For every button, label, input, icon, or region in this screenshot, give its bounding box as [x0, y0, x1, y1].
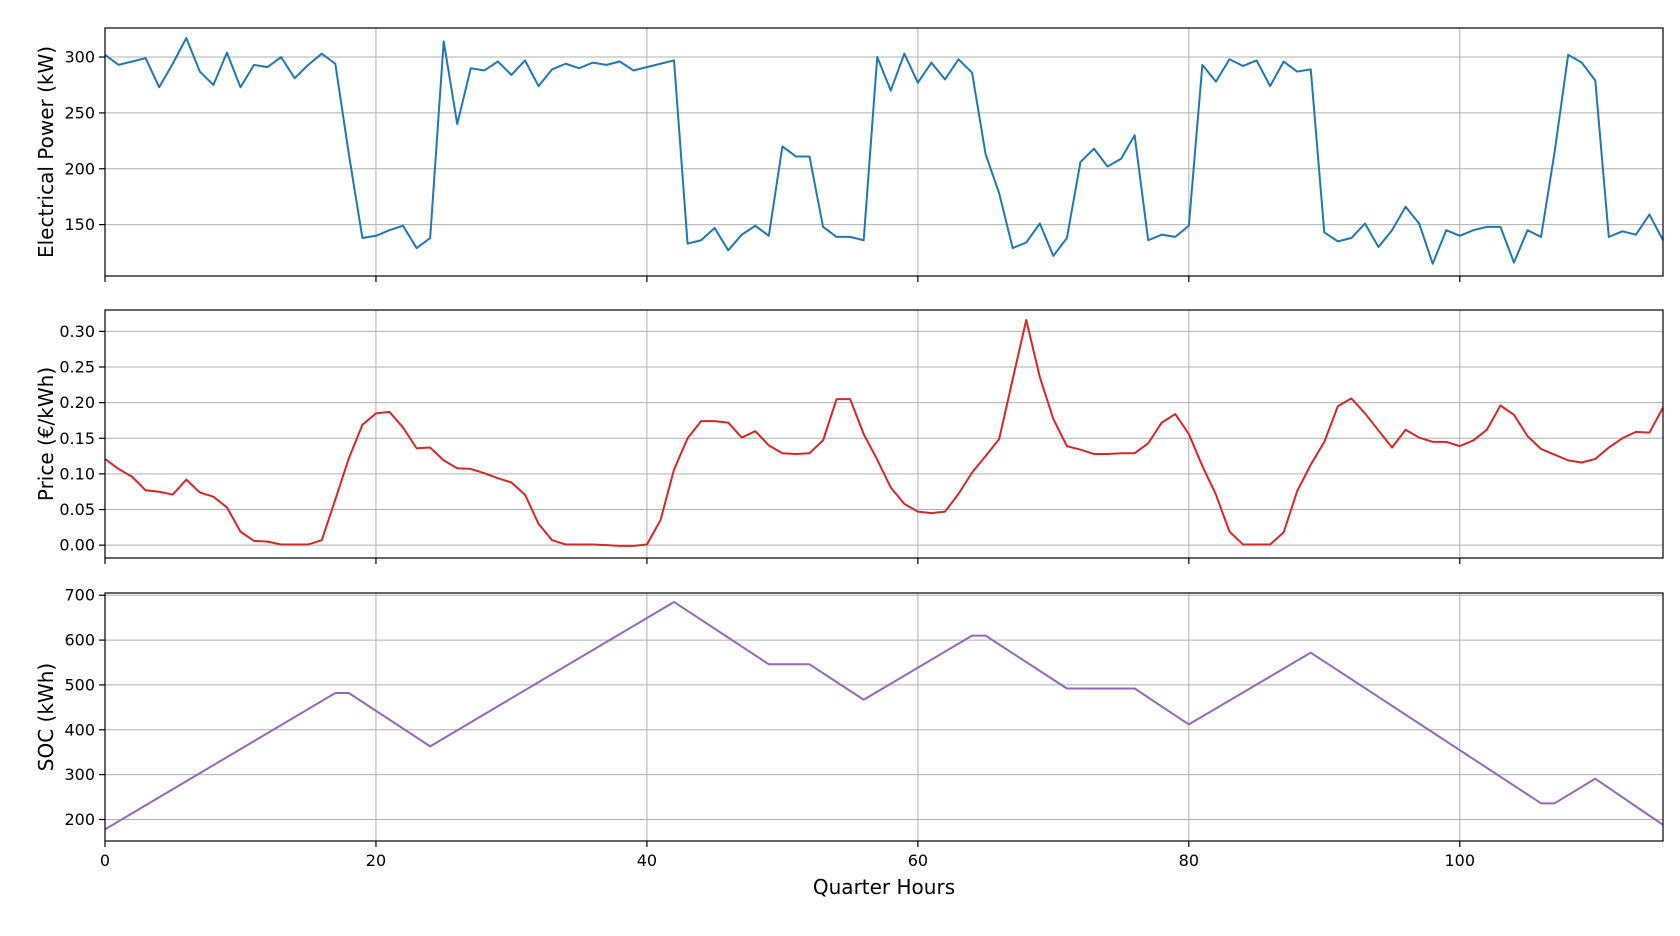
price-ytick-label-1: 0.05 — [59, 500, 95, 519]
power-panel: 150 200 250 300 Electrical Power (kW) — [34, 27, 1664, 282]
power-ytick-label-2: 250 — [64, 103, 95, 122]
soc-ytick-label-5: 700 — [64, 586, 95, 605]
price-ytick-label-5: 0.25 — [59, 358, 95, 377]
soc-plot-frame — [104, 592, 1664, 842]
power-series-line — [104, 37, 1664, 265]
power-plot-frame — [104, 27, 1664, 277]
price-panel: 0.00 0.05 0.10 0.15 0.20 0.25 0.30 Price (€/kWh… — [34, 309, 1664, 564]
soc-xtick-label-40: 40 — [637, 851, 657, 870]
soc-x-axis-label: Quarter Hours — [813, 875, 955, 899]
price-ytick-label-4: 0.20 — [59, 393, 95, 412]
price-ytick-label-6: 0.30 — [59, 322, 95, 341]
price-y-axis-label: Price (€/kWh) — [34, 367, 58, 501]
price-ytick-label-3: 0.15 — [59, 429, 95, 448]
soc-ytick-label-1: 300 — [64, 765, 95, 784]
price-ytick-label-0: 0.00 — [59, 536, 95, 555]
soc-xtick-label-20: 20 — [366, 851, 386, 870]
soc-series-line — [104, 600, 1664, 831]
soc-y-axis-label: SOC (kWh) — [34, 663, 58, 771]
power-ytick-label-3: 300 — [64, 48, 95, 67]
soc-ytick-label-3: 500 — [64, 675, 95, 694]
soc-xtick-label-100: 100 — [1445, 851, 1476, 870]
power-y-axis-label: Electrical Power (kW) — [34, 46, 58, 258]
soc-ytick-label-0: 200 — [64, 810, 95, 829]
soc-xtick-label-0: 0 — [100, 851, 110, 870]
soc-ytick-label-4: 600 — [64, 631, 95, 650]
soc-xtick-label-80: 80 — [1179, 851, 1199, 870]
soc-xtick-label-60: 60 — [908, 851, 928, 870]
soc-panel: 0 20 40 60 80 100 200 300 400 500 600 700 SOC (kWh) Q… — [34, 586, 1664, 899]
power-ytick-label-1: 200 — [64, 159, 95, 178]
price-ytick-label-2: 0.10 — [59, 464, 95, 483]
soc-ytick-label-2: 400 — [64, 720, 95, 739]
price-series-line — [104, 318, 1664, 547]
power-ytick-label-0: 150 — [64, 215, 95, 234]
price-plot-frame — [104, 309, 1664, 559]
